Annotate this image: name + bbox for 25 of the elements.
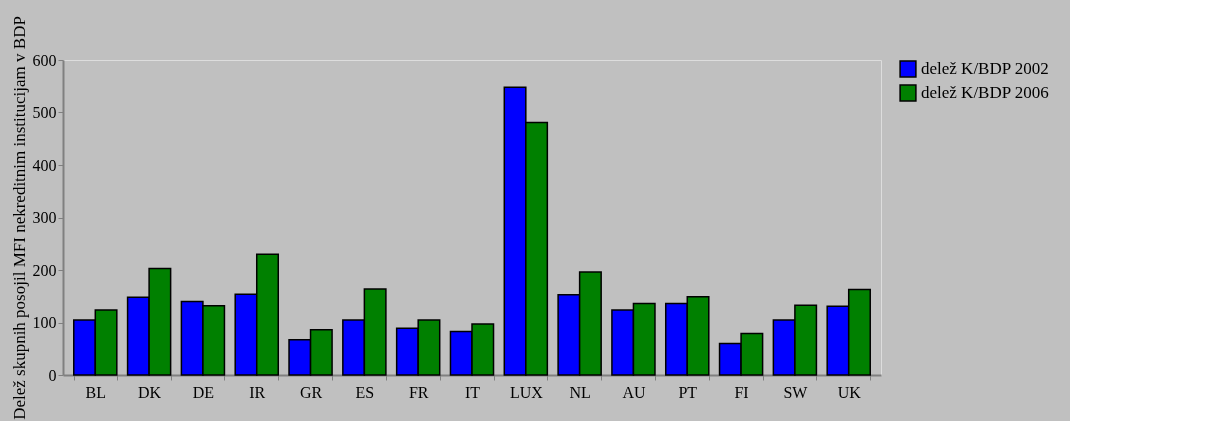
y-tick-label: 0 bbox=[48, 366, 57, 384]
x-tick-label: IT bbox=[464, 383, 481, 401]
y-tick-label: 500 bbox=[32, 104, 57, 121]
y-axis-title: Delež skupnih posojil MFI nekreditnim institucijam v BDP bbox=[9, 16, 29, 420]
x-tick-label: ES bbox=[355, 383, 375, 401]
y-tick-label: 400 bbox=[32, 156, 57, 174]
x-tick-label: BL bbox=[85, 383, 107, 401]
x-tick-label: IR bbox=[249, 383, 266, 401]
x-tick-label: PT bbox=[678, 383, 698, 401]
x-tick-label: DE bbox=[192, 383, 215, 401]
y-tick-label: 600 bbox=[32, 51, 57, 69]
x-tick-label: FI bbox=[734, 383, 749, 401]
x-tick-label: FR bbox=[408, 383, 429, 401]
x-tick-label: NL bbox=[569, 383, 591, 401]
legend-label: delež K/BDP 2002 bbox=[921, 59, 1049, 78]
x-tick-label: SW bbox=[783, 383, 809, 401]
y-tick-label: 100 bbox=[32, 314, 57, 331]
x-tick-label: GR bbox=[299, 383, 323, 401]
x-tick-label: AU bbox=[622, 383, 646, 401]
x-tick-label: DK bbox=[138, 383, 162, 401]
y-tick-label: 300 bbox=[32, 209, 57, 226]
y-tick-label: 200 bbox=[32, 261, 57, 279]
x-tick-label: UK bbox=[837, 383, 862, 401]
legend-label: delež K/BDP 2006 bbox=[921, 83, 1049, 102]
x-tick-label: LUX bbox=[509, 383, 544, 401]
